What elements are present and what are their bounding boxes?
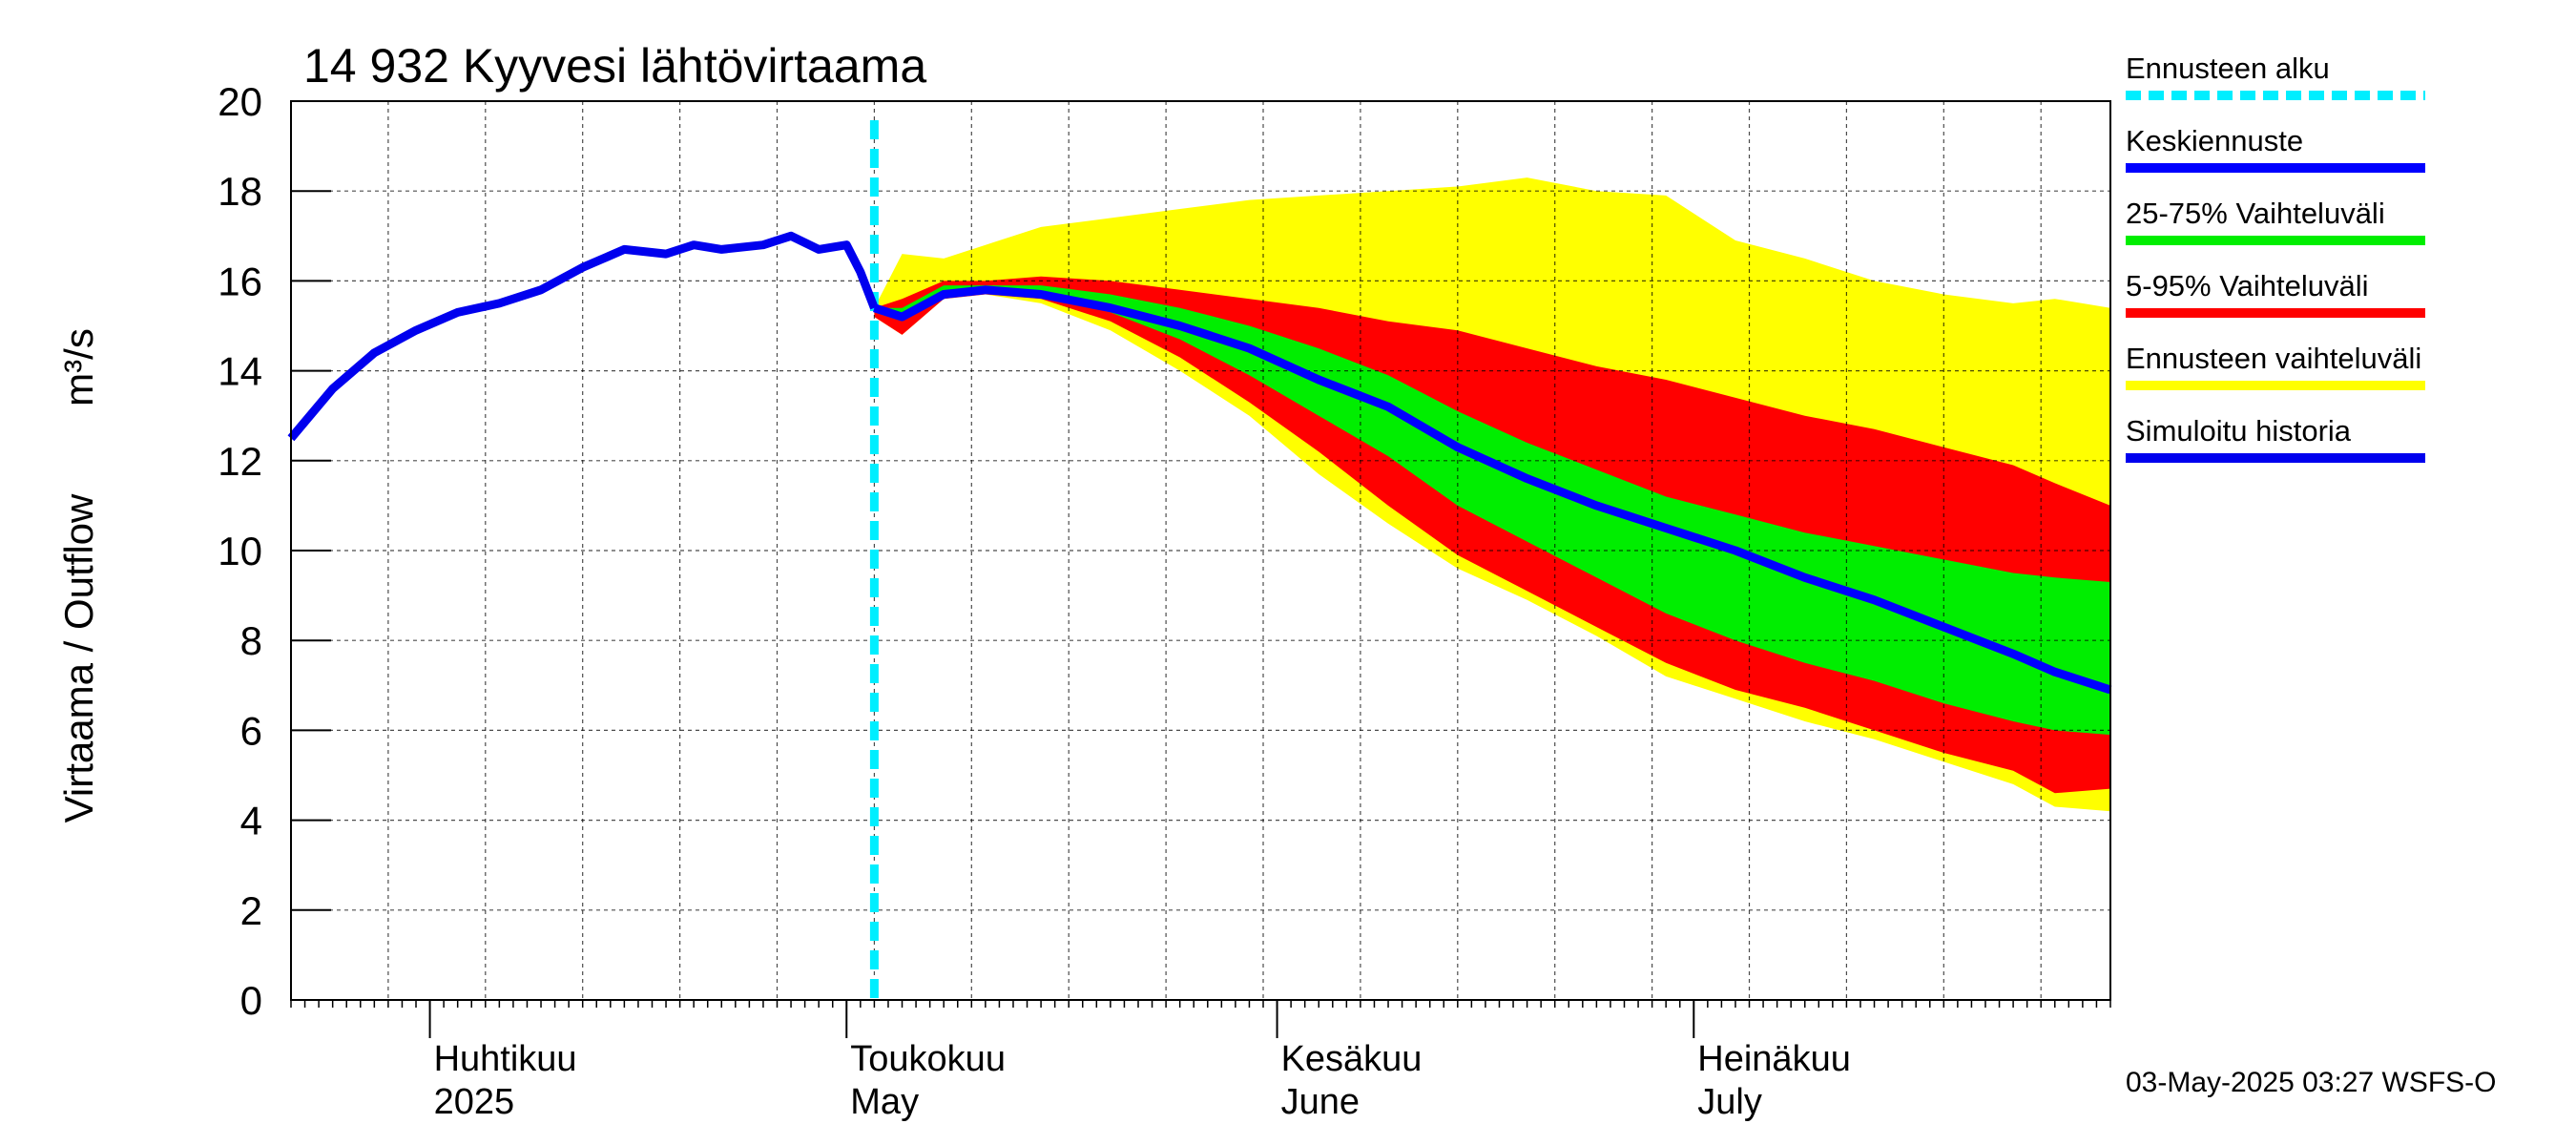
legend-label: Simuloitu historia: [2126, 414, 2352, 448]
chart-title: 14 932 Kyyvesi lähtövirtaama: [303, 39, 926, 93]
y-tick-label: 16: [218, 259, 262, 303]
month-sublabel: May: [850, 1082, 919, 1122]
month-sublabel: July: [1697, 1082, 1762, 1122]
month-label: Heinäkuu: [1697, 1039, 1851, 1079]
y-tick-label: 8: [240, 618, 262, 663]
legend-label: Ennusteen vaihteluväli: [2126, 342, 2421, 375]
y-tick-label: 6: [240, 708, 262, 753]
legend-label: 25-75% Vaihteluväli: [2126, 197, 2385, 230]
band-2: [874, 285, 2110, 736]
month-label: Toukokuu: [850, 1039, 1006, 1079]
series-lines: [287, 120, 2112, 1000]
y-tick-label: 12: [218, 439, 262, 484]
forecast-bands: [874, 177, 2110, 812]
month-label: Huhtikuu: [434, 1039, 577, 1079]
history-line: [287, 231, 879, 442]
y-axis-label: Virtaama / Outflow: [56, 493, 101, 822]
month-label: Kesäkuu: [1281, 1039, 1423, 1079]
legend: Ennusteen alku Keskiennuste 25-75% Vaihtel…: [2126, 52, 2425, 463]
legend-label: Keskiennuste: [2126, 124, 2303, 157]
y-tick-label: 0: [240, 978, 262, 1023]
y-tick-label: 20: [218, 79, 262, 124]
legend-label: 5-95% Vaihteluväli: [2126, 269, 2368, 302]
legend-label: Ennusteen alku: [2126, 52, 2330, 85]
month-sublabel: 2025: [434, 1082, 515, 1122]
median-forecast-line: [873, 285, 2112, 695]
y-tick-label: 14: [218, 349, 262, 394]
footer-timestamp: 03-May-2025 03:27 WSFS-O: [2126, 1067, 2497, 1098]
month-sublabel: June: [1281, 1082, 1360, 1122]
grid: [291, 101, 2110, 1000]
y-tick-label: 10: [218, 529, 262, 573]
y-tick-label: 2: [240, 888, 262, 933]
y-tick-label: 4: [240, 799, 262, 843]
band-1: [874, 276, 2110, 794]
y-axis-unit: m³/s: [56, 328, 101, 406]
y-tick-label: 18: [218, 169, 262, 214]
